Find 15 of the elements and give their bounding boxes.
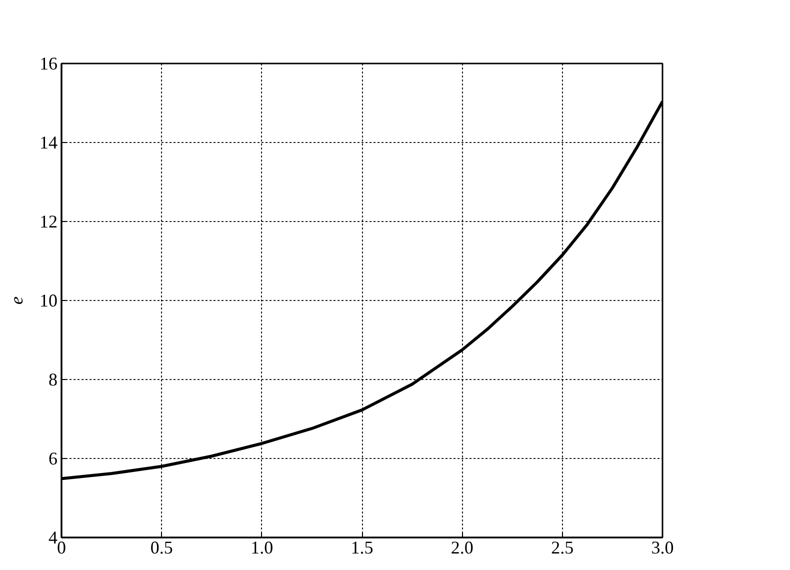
x-tick-label: 2.0 <box>450 538 474 558</box>
x-tick-label: 2.5 <box>551 538 574 558</box>
x-tick-label: 0 <box>57 538 66 558</box>
x-tick-label: 1.5 <box>350 538 374 558</box>
x-tick-label: 3.0 <box>651 538 674 558</box>
y-tick-label: 14 <box>40 132 58 152</box>
y-tick-label: 10 <box>40 290 58 310</box>
y-axis-title: e <box>6 296 26 304</box>
y-tick-label: 6 <box>48 448 58 468</box>
y-tick-label: 4 <box>48 528 58 548</box>
x-tick-label: 0.5 <box>150 538 173 558</box>
y-tick-label: 8 <box>48 370 58 390</box>
y-tick-label: 16 <box>40 54 58 74</box>
y-tick-label: 12 <box>40 212 58 232</box>
x-tick-label: 1.0 <box>250 538 274 558</box>
